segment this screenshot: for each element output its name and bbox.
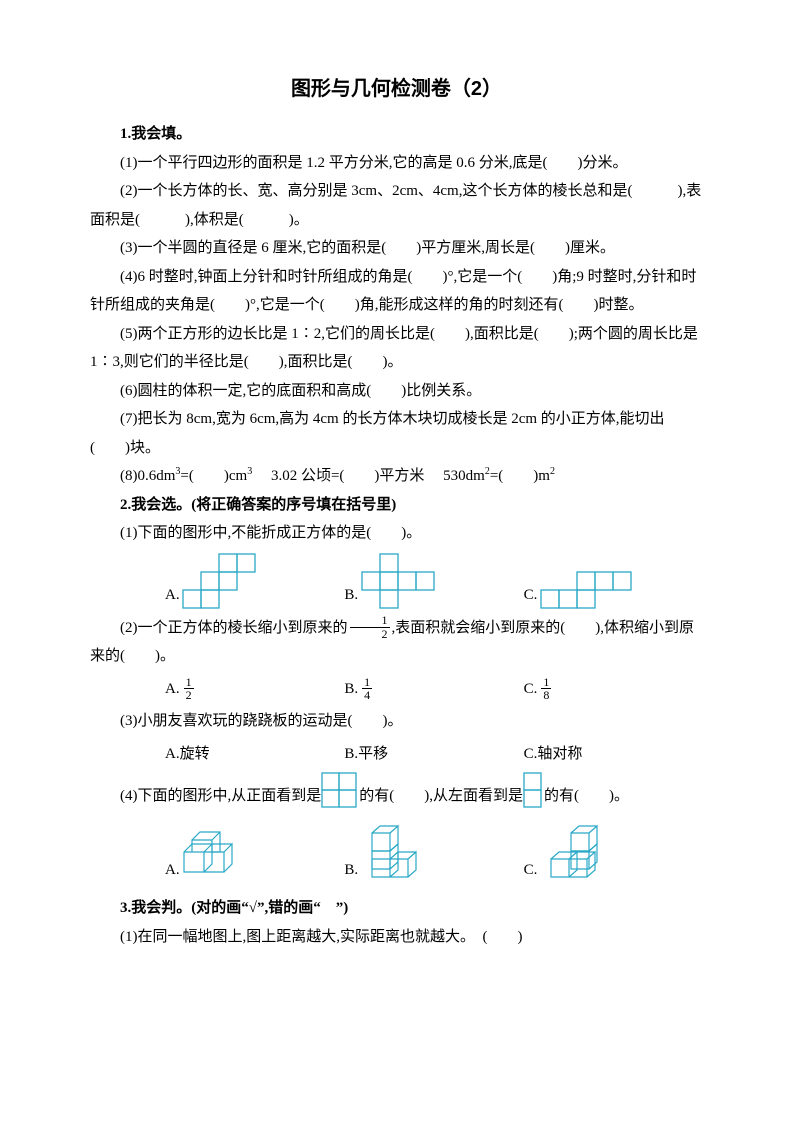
section-1-head: 1.我会填。 — [90, 120, 703, 149]
section-2-head: 2.我会选。(将正确答案的序号填在括号里) — [90, 491, 703, 520]
q1-6: (6)圆柱的体积一定,它的底面积和高成( )比例关系。 — [90, 377, 703, 406]
q1-8: (8)0.6dm3=( )cm3 3.02 公顷=( )平方米 530dm2=(… — [90, 462, 703, 491]
q2-4-options: A. B. C. — [90, 824, 703, 884]
q1-8a: (8)0.6dm — [120, 468, 175, 484]
q2-1-option-c: C. — [524, 552, 703, 610]
q1-8e: =( )m — [490, 468, 550, 484]
q1-1: (1)一个平行四边形的面积是 1.2 平方分米,它的高是 0.6 分米,底是( … — [90, 149, 703, 178]
q2-3-options: A.旋转 B.平移 C.轴对称 — [90, 740, 703, 769]
q2-1-option-a: A. — [165, 552, 344, 610]
label-a: A. — [165, 675, 180, 704]
label-a: A. — [165, 581, 180, 610]
front-view-icon — [321, 772, 359, 810]
solid-b-icon — [360, 824, 430, 884]
q2-1-option-b: B. — [344, 552, 523, 610]
page-title: 图形与几何检测卷（2） — [90, 70, 703, 108]
solid-c-icon — [539, 824, 609, 884]
label-b: B. — [344, 581, 358, 610]
q2-3-option-a: A.旋转 — [165, 740, 344, 769]
section-3-head: 3.我会判。(对的画“√”,错的画“ ”) — [90, 894, 703, 923]
q1-3: (3)一个半圆的直径是 6 厘米,它的面积是( )平方厘米,周长是( )厘米。 — [90, 234, 703, 263]
q1-2: (2)一个长方体的长、宽、高分别是 3cm、2cm、4cm,这个长方体的棱长总和… — [90, 177, 703, 234]
label-c: C. — [524, 675, 538, 704]
q2-4-option-a: A. — [165, 824, 344, 884]
label-b: B. — [344, 856, 358, 885]
q2-2-option-c: C.18 — [524, 675, 703, 704]
left-view-icon — [523, 772, 544, 810]
q2-3-option-c: C.轴对称 — [524, 740, 703, 769]
frac-1-2: 12 — [184, 676, 194, 702]
q1-8b: =( )cm — [180, 468, 247, 484]
solid-a-icon — [182, 830, 246, 884]
q2-2a: (2)一个正方体的棱长缩小到原来的 — [120, 620, 348, 636]
q3-1: (1)在同一幅地图上,图上距离越大,实际距离也就越大。 ( ) — [90, 923, 703, 952]
q1-8d: 530dm — [443, 468, 485, 484]
label-b: B. — [344, 675, 358, 704]
q2-2-options: A.12 B.14 C.18 — [90, 675, 703, 704]
frac-1-4: 14 — [362, 676, 372, 702]
frac-1-8: 18 — [541, 676, 551, 702]
q2-1: (1)下面的图形中,不能折成正方体的是( )。 — [90, 519, 703, 548]
q2-2-option-b: B.14 — [344, 675, 523, 704]
q2-4b: 的有( ),从左面看到是 — [359, 782, 523, 811]
q1-4: (4)6 时整时,钟面上分针和时针所组成的角是( )°,它是一个( )角;9 时… — [90, 263, 703, 320]
q2-4-option-b: B. — [344, 824, 523, 884]
q2-3-option-b: B.平移 — [344, 740, 523, 769]
net-c-icon — [539, 570, 635, 610]
net-a-icon — [182, 552, 260, 610]
q1-5: (5)两个正方形的边长比是 1∶2,它们的周长比是( ),面积比是( );两个圆… — [90, 320, 703, 377]
q2-2: (2)一个正方体的棱长缩小到原来的12,表面积就会缩小到原来的( ),体积缩小到… — [90, 614, 703, 671]
q2-4c: 的有( )。 — [544, 782, 629, 811]
q1-8c: 3.02 公顷=( )平方米 — [271, 468, 424, 484]
q2-4a: (4)下面的图形中,从正面看到是 — [120, 782, 321, 811]
label-c: C. — [524, 856, 538, 885]
q2-4-option-c: C. — [524, 824, 703, 884]
label-c: C. — [524, 581, 538, 610]
q1-7: (7)把长为 8cm,宽为 6cm,高为 4cm 的长方体木块切成棱长是 2cm… — [90, 405, 703, 462]
q2-3: (3)小朋友喜欢玩的跷跷板的运动是( )。 — [90, 707, 703, 736]
frac-half: 12 — [350, 614, 390, 640]
q2-1-options: A. B. C. — [90, 552, 703, 610]
q2-2-option-a: A.12 — [165, 675, 344, 704]
net-b-icon — [360, 552, 438, 610]
q2-4: (4)下面的图形中,从正面看到是 的有( ),从左面看到是 的有( )。 — [90, 772, 703, 810]
label-a: A. — [165, 856, 180, 885]
